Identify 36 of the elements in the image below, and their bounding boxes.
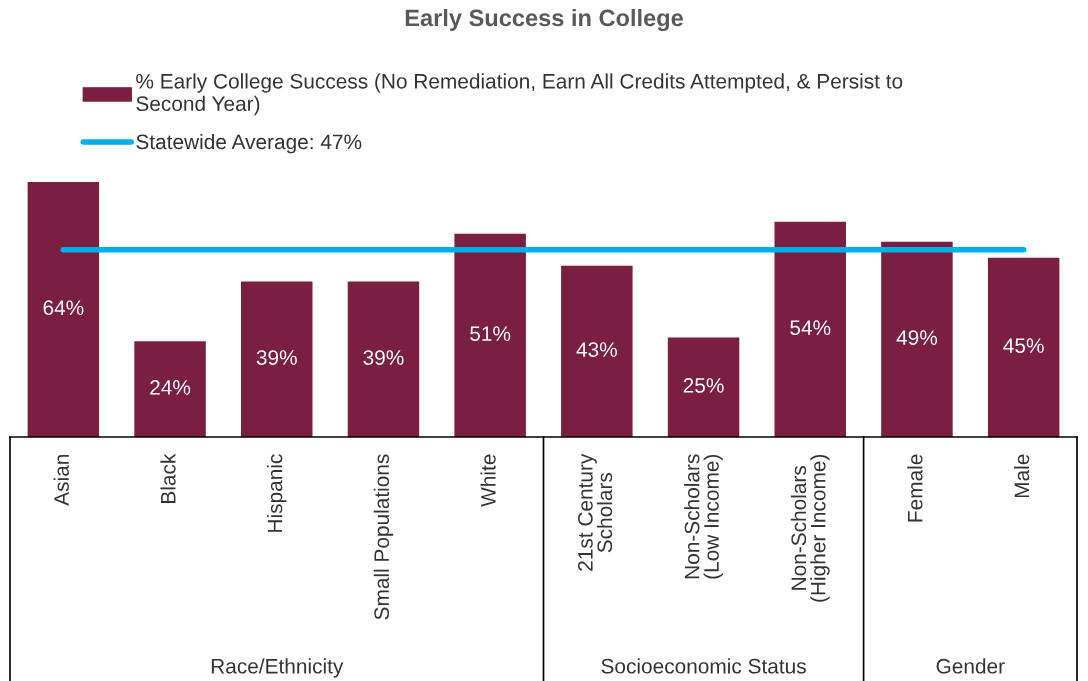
text: Gender	[936, 658, 1005, 674]
data-label: 54%	[790, 320, 831, 336]
bar	[27, 182, 100, 437]
x-tick-label: Asian	[53, 455, 69, 506]
legend-label: % Early College Success (No Remediation, Earn All Credits Attempted, & Persist to Second Year)	[136, 73, 903, 116]
text: Socioeconomic Status	[601, 658, 806, 674]
data-label: 39%	[363, 350, 404, 365]
bar	[561, 265, 633, 437]
bar	[667, 337, 740, 437]
bar	[987, 257, 1060, 437]
x-tick-label: Small Populations	[373, 454, 394, 620]
x-tick-label: White	[480, 454, 496, 507]
chart-title: Early Success in College	[405, 8, 683, 32]
data-label: 43%	[576, 342, 617, 357]
x-tick-label: Male	[1013, 454, 1030, 498]
text: Race/Ethnicity	[211, 658, 344, 678]
data-label: 24%	[150, 380, 191, 395]
bar	[241, 281, 313, 437]
x-tick-label: Black	[160, 453, 176, 503]
data-label: 39%	[256, 350, 297, 365]
bar	[134, 341, 206, 437]
legend-label: Statewide Average: 47%	[136, 133, 362, 154]
data-label: 64%	[43, 300, 84, 316]
data-label: 45%	[1003, 338, 1044, 353]
x-tick-label: Hispanic	[267, 454, 287, 532]
data-label: 49%	[896, 330, 938, 345]
x-tick-label: Non-Scholars (Low Income)	[684, 454, 723, 579]
data-label: 51%	[470, 326, 511, 341]
x-tick-label: Female	[907, 454, 923, 522]
bar	[774, 221, 846, 437]
bar	[881, 241, 953, 437]
data-label: 25%	[683, 378, 724, 393]
x-tick-label: 21st Century Scholars	[577, 453, 613, 571]
bar	[347, 281, 420, 437]
bar	[454, 233, 526, 437]
x-tick-label: Non-Scholars (Higher Income)	[790, 454, 830, 602]
